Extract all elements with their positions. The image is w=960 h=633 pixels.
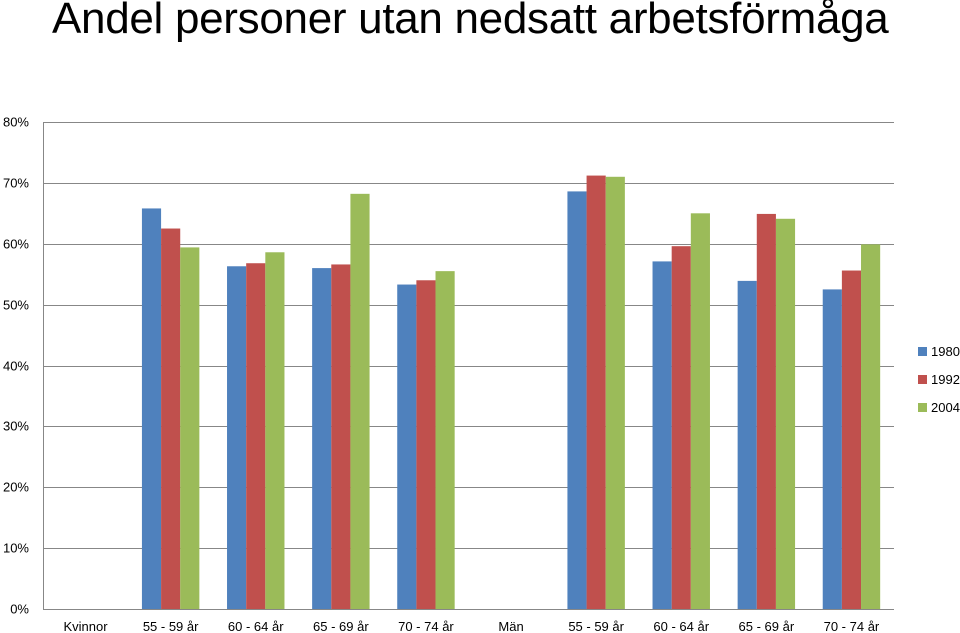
bar-2004 [265,252,285,609]
x-tick-label: 60 - 64 år [228,619,284,633]
bar-1980 [141,208,162,609]
bar-2004 [180,247,200,609]
legend-label: 1980 [931,344,960,359]
x-tick-label: 65 - 69 år [739,619,795,633]
y-tick-label: 30% [3,419,29,434]
y-tick-label: 70% [3,176,29,191]
x-tick-label: Män [498,619,523,633]
legend-label: 2004 [931,400,960,415]
bars [141,175,881,610]
y-tick-label: 40% [3,359,29,374]
bar-2004 [605,176,625,610]
x-tick-label: 65 - 69 år [313,619,369,633]
bar-1980 [822,289,842,609]
x-tick-label: 55 - 59 år [568,619,624,633]
bar-1992 [331,264,351,609]
legend-swatch-2004 [918,403,927,412]
x-tick-label: Kvinnor [64,619,109,633]
bar-1980 [652,261,672,609]
x-tick-label: 60 - 64 år [653,619,709,633]
y-tick-label: 60% [3,237,29,252]
bar-2004 [690,213,710,609]
legend-label: 1992 [931,372,960,387]
bar-1992 [586,175,606,609]
x-tick-label: 70 - 74 år [398,619,454,633]
x-tick-label: 70 - 74 år [824,619,880,633]
x-tick-label: 55 - 59 år [143,619,199,633]
y-tick-label: 80% [3,115,29,130]
bar-1980 [397,284,417,609]
y-tick-label: 10% [3,541,29,556]
bar-1980 [737,280,757,609]
bar-2004 [861,244,881,610]
y-tick-label: 20% [3,480,29,495]
bar-1980 [567,191,587,609]
legend-swatch-1980 [918,347,927,356]
bar-2004 [775,218,796,610]
bar-2004 [435,271,455,609]
chart-title: Andel personer utan nedsatt arbetsförmåg… [52,0,889,43]
legend: 1980 1992 2004 [918,344,960,415]
bar-1992 [756,213,776,610]
bar-1992 [416,280,436,609]
bar-1992 [246,263,266,609]
bar-1980 [312,268,332,609]
axis-labels: 0% 10% 20% 30% 40% 50% 60% 70% 80% Kvinnor 55 - 59… [3,115,880,633]
bar-1992 [161,228,181,609]
bar-1992 [841,270,862,609]
axes [43,122,894,610]
y-tick-label: 0% [10,602,29,617]
bar-1992 [671,246,691,609]
legend-swatch-1992 [918,375,927,384]
bar-2004 [350,193,370,609]
y-tick-label: 50% [3,298,29,313]
bar-1980 [227,266,247,609]
